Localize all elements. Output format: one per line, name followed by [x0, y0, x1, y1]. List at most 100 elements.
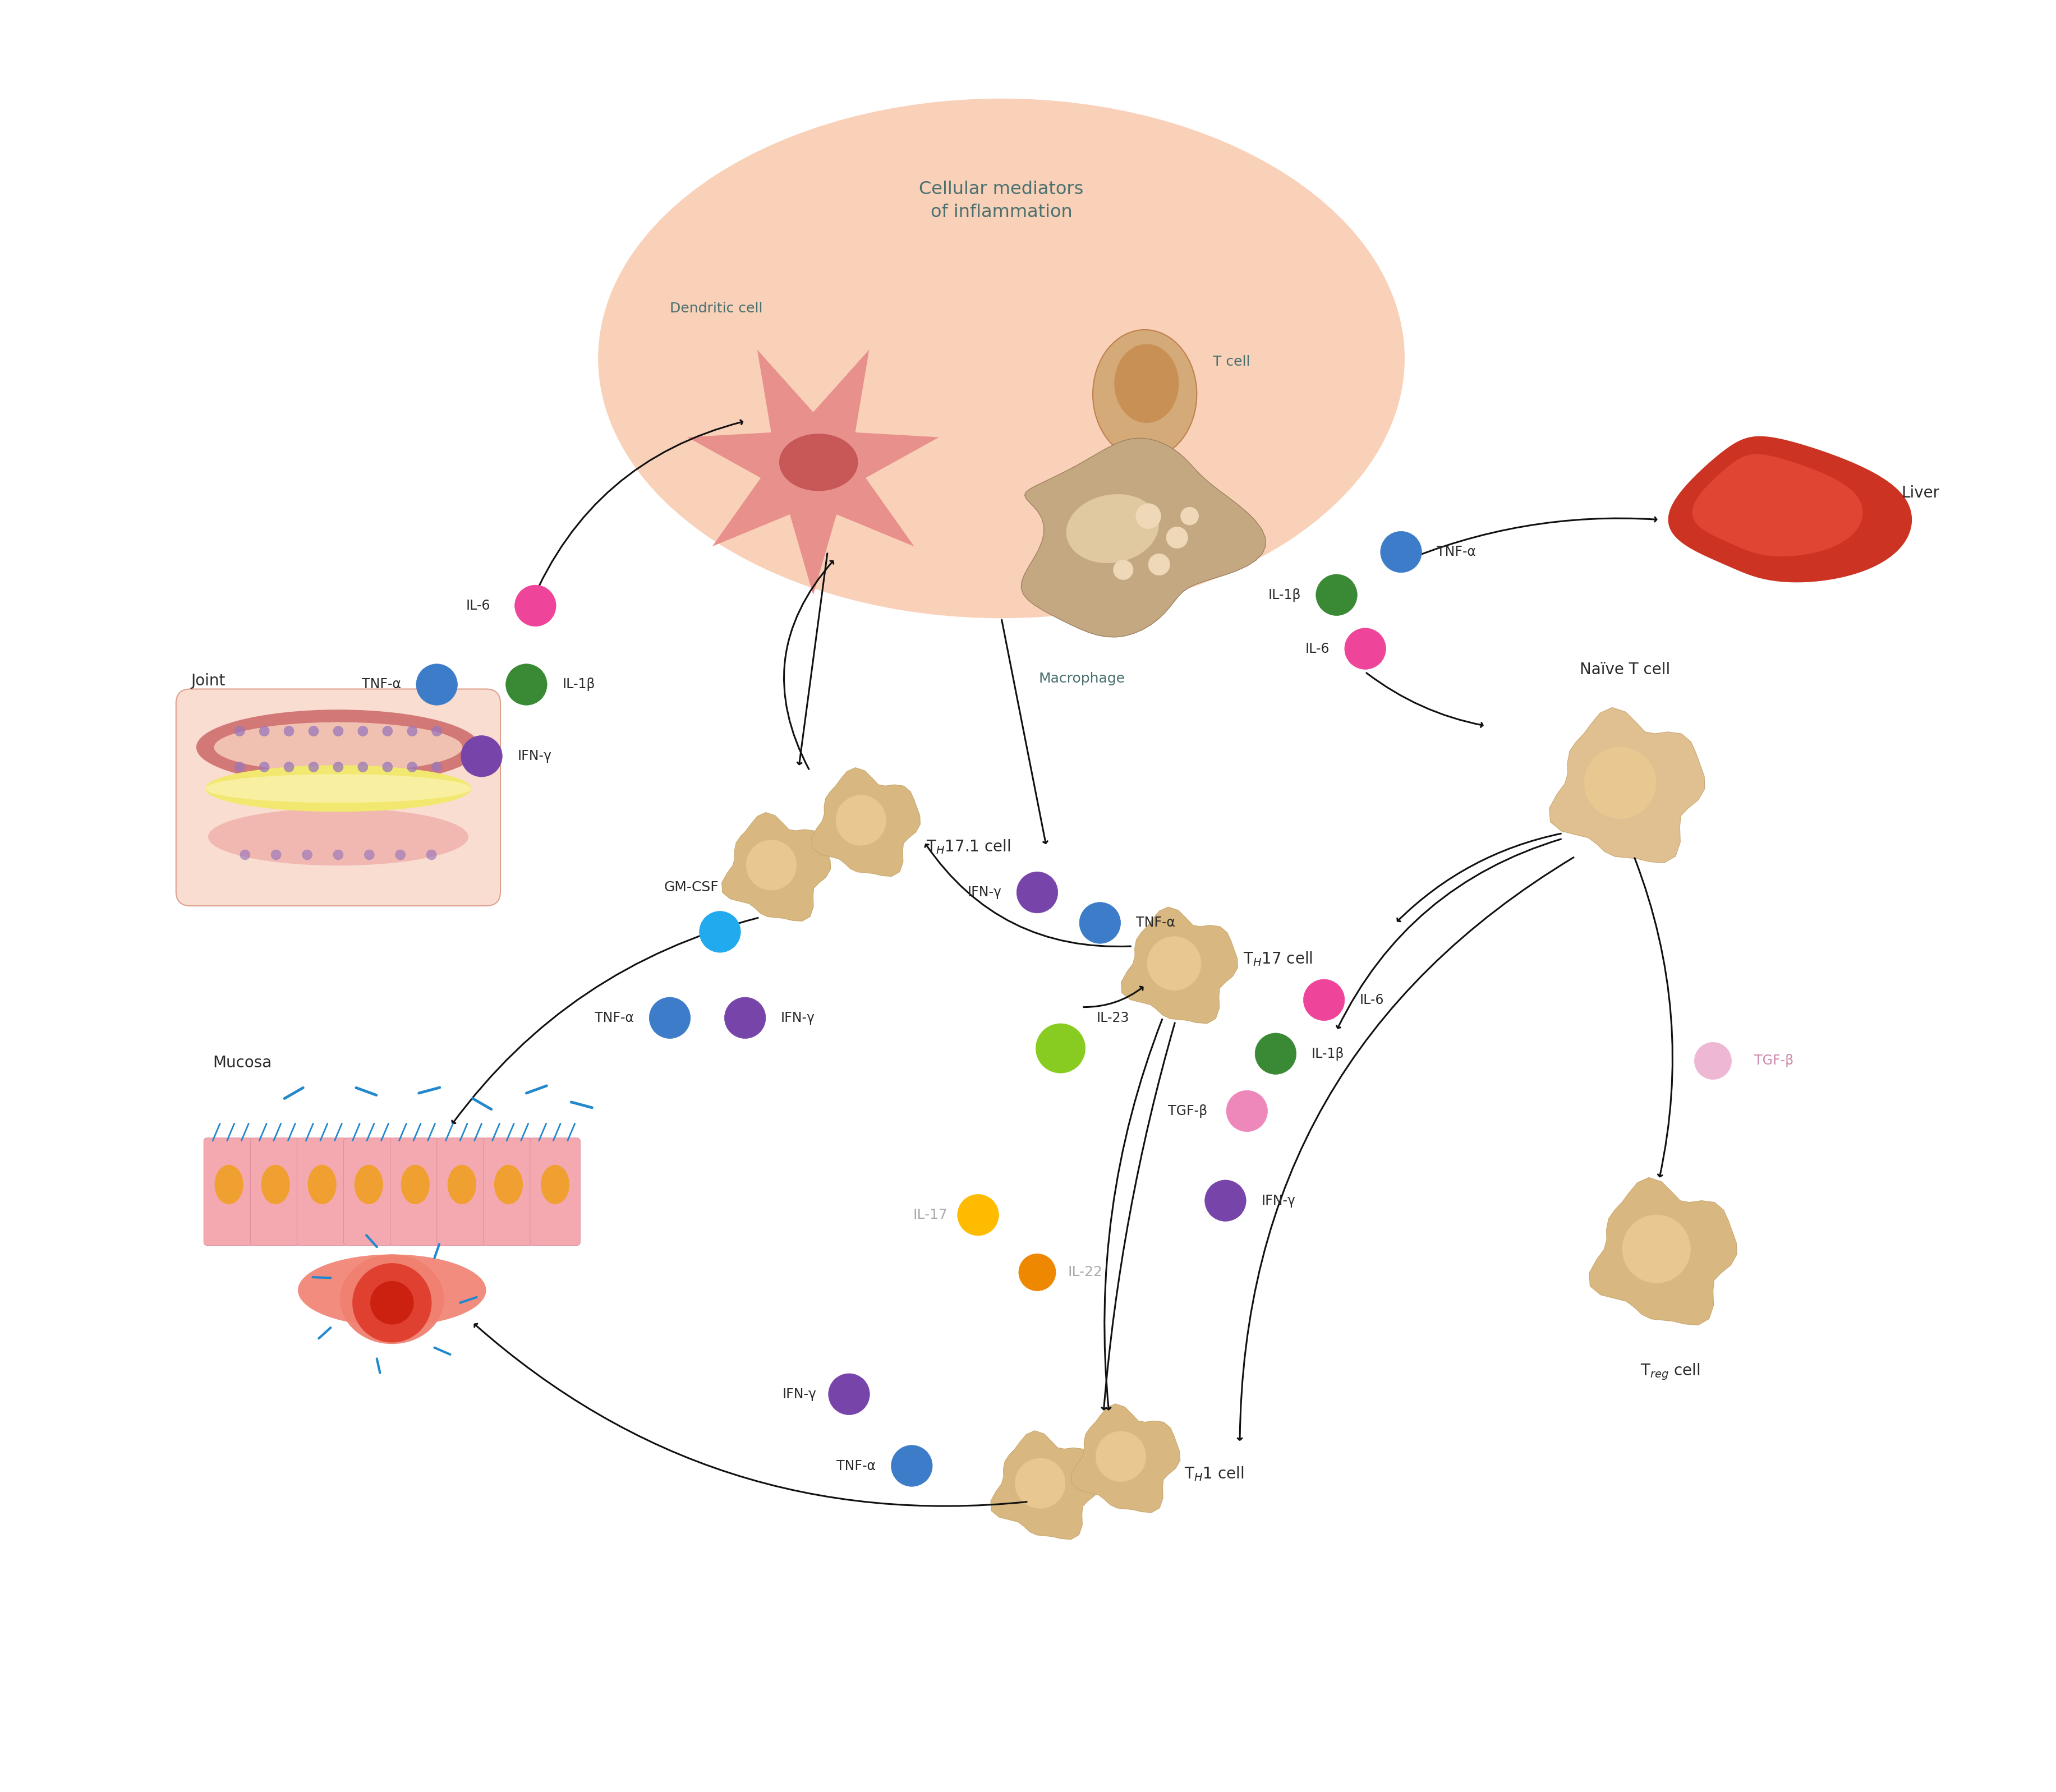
Circle shape — [333, 762, 343, 772]
Circle shape — [234, 726, 245, 737]
Polygon shape — [1692, 453, 1863, 556]
Ellipse shape — [1065, 495, 1158, 563]
Circle shape — [958, 1193, 999, 1236]
Circle shape — [699, 912, 740, 953]
Text: GM-CSF: GM-CSF — [664, 880, 718, 894]
Ellipse shape — [308, 1165, 337, 1204]
Ellipse shape — [448, 1165, 477, 1204]
Circle shape — [1079, 903, 1121, 944]
Circle shape — [1096, 1432, 1145, 1482]
Circle shape — [1380, 532, 1421, 573]
Circle shape — [234, 762, 245, 772]
Text: IL-23: IL-23 — [1096, 1011, 1129, 1025]
Circle shape — [415, 665, 456, 706]
Circle shape — [461, 735, 502, 778]
Circle shape — [1180, 507, 1199, 525]
Text: T cell: T cell — [1213, 355, 1250, 369]
FancyBboxPatch shape — [177, 690, 500, 907]
Text: IL-17: IL-17 — [913, 1208, 948, 1222]
Text: IL-1β: IL-1β — [1312, 1047, 1345, 1061]
Circle shape — [1254, 1032, 1295, 1075]
Circle shape — [259, 762, 269, 772]
Circle shape — [1112, 559, 1133, 581]
Text: TGF-β: TGF-β — [1754, 1054, 1793, 1068]
Text: IL-22: IL-22 — [1067, 1265, 1102, 1279]
Text: TNF-α: TNF-α — [594, 1011, 633, 1025]
Text: Joint: Joint — [191, 674, 226, 688]
Circle shape — [1583, 747, 1655, 819]
Polygon shape — [812, 767, 919, 876]
Circle shape — [829, 1373, 870, 1416]
Circle shape — [271, 849, 282, 860]
Circle shape — [835, 796, 886, 846]
Text: Macrophage: Macrophage — [1038, 672, 1125, 686]
Ellipse shape — [208, 808, 469, 866]
Polygon shape — [991, 1430, 1100, 1539]
Circle shape — [1622, 1215, 1690, 1283]
Text: TNF-α: TNF-α — [362, 677, 401, 692]
Text: IL-1β: IL-1β — [561, 677, 594, 692]
Ellipse shape — [214, 722, 463, 772]
Circle shape — [284, 762, 294, 772]
Text: IL-6: IL-6 — [1306, 642, 1328, 656]
Polygon shape — [1121, 907, 1238, 1023]
Ellipse shape — [195, 710, 479, 785]
Text: TNF-α: TNF-α — [837, 1459, 876, 1473]
Ellipse shape — [541, 1165, 570, 1204]
Polygon shape — [722, 812, 831, 921]
Text: T$_H$17.1 cell: T$_H$17.1 cell — [925, 839, 1009, 855]
Ellipse shape — [339, 1254, 444, 1344]
Circle shape — [1316, 575, 1357, 616]
Ellipse shape — [298, 1254, 485, 1326]
Circle shape — [364, 849, 374, 860]
Circle shape — [1147, 937, 1201, 991]
Polygon shape — [1071, 1403, 1180, 1512]
Polygon shape — [687, 349, 940, 595]
FancyBboxPatch shape — [204, 1138, 255, 1245]
Circle shape — [284, 726, 294, 737]
Circle shape — [514, 584, 555, 625]
FancyBboxPatch shape — [483, 1138, 533, 1245]
Circle shape — [1166, 527, 1188, 548]
FancyBboxPatch shape — [391, 1138, 440, 1245]
Ellipse shape — [206, 765, 471, 812]
Circle shape — [358, 726, 368, 737]
Text: IL-1β: IL-1β — [1269, 588, 1299, 602]
Text: TNF-α: TNF-α — [1135, 916, 1174, 930]
Circle shape — [382, 726, 393, 737]
Circle shape — [407, 726, 417, 737]
Text: T$_{reg}$ cell: T$_{reg}$ cell — [1639, 1362, 1700, 1382]
Polygon shape — [1548, 708, 1704, 864]
Text: IFN-γ: IFN-γ — [781, 1011, 814, 1025]
FancyBboxPatch shape — [296, 1138, 347, 1245]
Circle shape — [724, 996, 765, 1039]
Circle shape — [426, 849, 436, 860]
Circle shape — [395, 849, 405, 860]
Circle shape — [1304, 978, 1345, 1021]
Text: T$_H$1 cell: T$_H$1 cell — [1184, 1466, 1244, 1482]
Polygon shape — [1667, 435, 1912, 582]
Circle shape — [432, 726, 442, 737]
Text: Naïve T cell: Naïve T cell — [1579, 661, 1669, 677]
Circle shape — [1205, 1181, 1246, 1222]
Circle shape — [759, 412, 868, 520]
Text: T$_H$17 cell: T$_H$17 cell — [1244, 950, 1312, 968]
Circle shape — [1147, 554, 1170, 575]
Circle shape — [333, 726, 343, 737]
Circle shape — [358, 762, 368, 772]
Circle shape — [890, 1446, 931, 1487]
Circle shape — [650, 996, 691, 1039]
Polygon shape — [1589, 1177, 1737, 1324]
Circle shape — [308, 762, 319, 772]
Ellipse shape — [779, 434, 857, 491]
Circle shape — [1036, 1023, 1086, 1073]
Text: IFN-γ: IFN-γ — [783, 1387, 816, 1401]
Circle shape — [1018, 1254, 1055, 1290]
Circle shape — [1016, 873, 1057, 914]
Circle shape — [432, 762, 442, 772]
Ellipse shape — [214, 1165, 243, 1204]
Ellipse shape — [493, 1165, 522, 1204]
Circle shape — [506, 665, 547, 706]
FancyBboxPatch shape — [530, 1138, 580, 1245]
FancyBboxPatch shape — [436, 1138, 487, 1245]
